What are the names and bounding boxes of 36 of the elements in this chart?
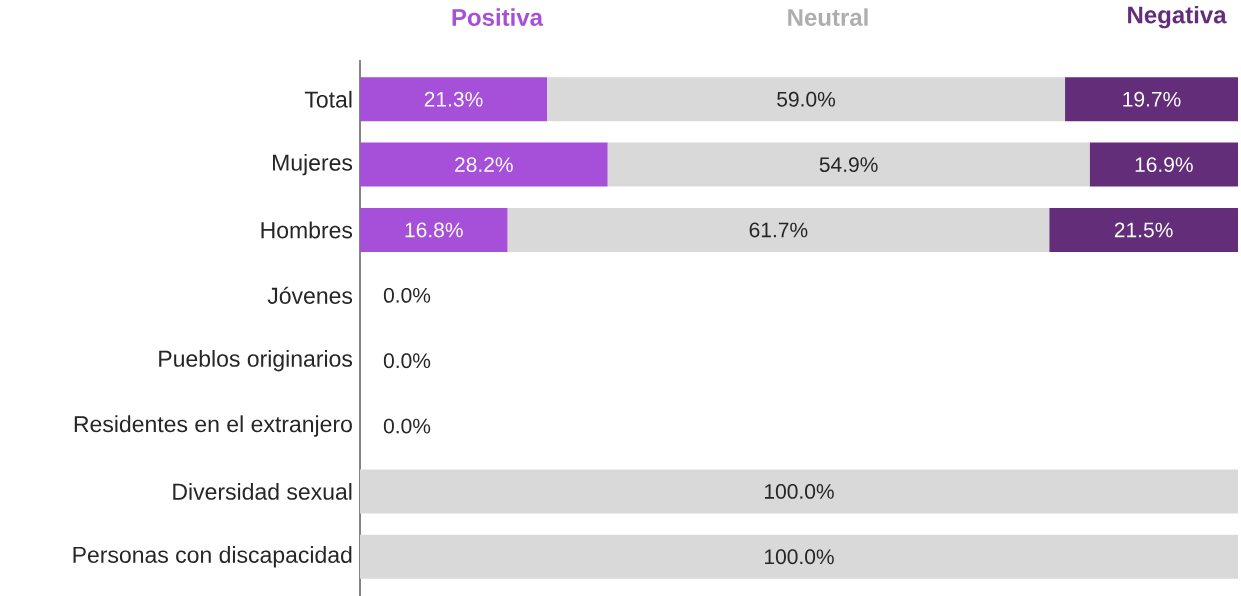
y-tick-label: Jóvenes	[267, 286, 353, 304]
data-label: 61.7%	[749, 222, 808, 238]
y-tick-label: Hombres	[261, 221, 353, 239]
bar	[547, 77, 1066, 122]
y-tick-label: Personas con discapacidad	[73, 546, 352, 568]
y-tick-label: Total	[304, 90, 352, 108]
y-tick-label: Mujeres	[273, 153, 353, 176]
data-label: 0.0%	[383, 287, 431, 303]
data-label: 16.8%	[405, 222, 463, 238]
bar	[360, 534, 1239, 579]
data-label: 28.2%	[455, 157, 513, 173]
y-tick-label: Residentes en el extranjero	[74, 415, 352, 437]
data-label: 0.0%	[383, 418, 431, 434]
data-label: 21.5%	[1114, 222, 1173, 238]
data-label: 100.0%	[765, 484, 834, 499]
data-label: 19.7%	[1123, 91, 1181, 107]
y-tick-label: Pueblos originarios	[159, 349, 353, 372]
bar	[360, 207, 508, 252]
bar	[607, 142, 1090, 187]
data-label: 0.0%	[383, 353, 431, 369]
text: Negativa	[1128, 5, 1227, 29]
bar	[1065, 77, 1239, 122]
text: Positiva	[452, 8, 544, 26]
bar	[360, 469, 1239, 514]
bar	[360, 77, 548, 122]
data-label: 16.9%	[1135, 157, 1193, 173]
bar	[1049, 207, 1239, 252]
data-label: 21.3%	[424, 91, 483, 107]
data-label: 100.0%	[765, 549, 834, 565]
text: Neutral	[788, 8, 868, 26]
bar	[507, 207, 1050, 252]
bar	[1089, 142, 1239, 187]
data-label: 54.9%	[819, 157, 878, 173]
y-tick-label: Diversidad sexual	[173, 482, 352, 500]
data-label: 59.0%	[777, 91, 836, 107]
bar	[360, 142, 608, 187]
